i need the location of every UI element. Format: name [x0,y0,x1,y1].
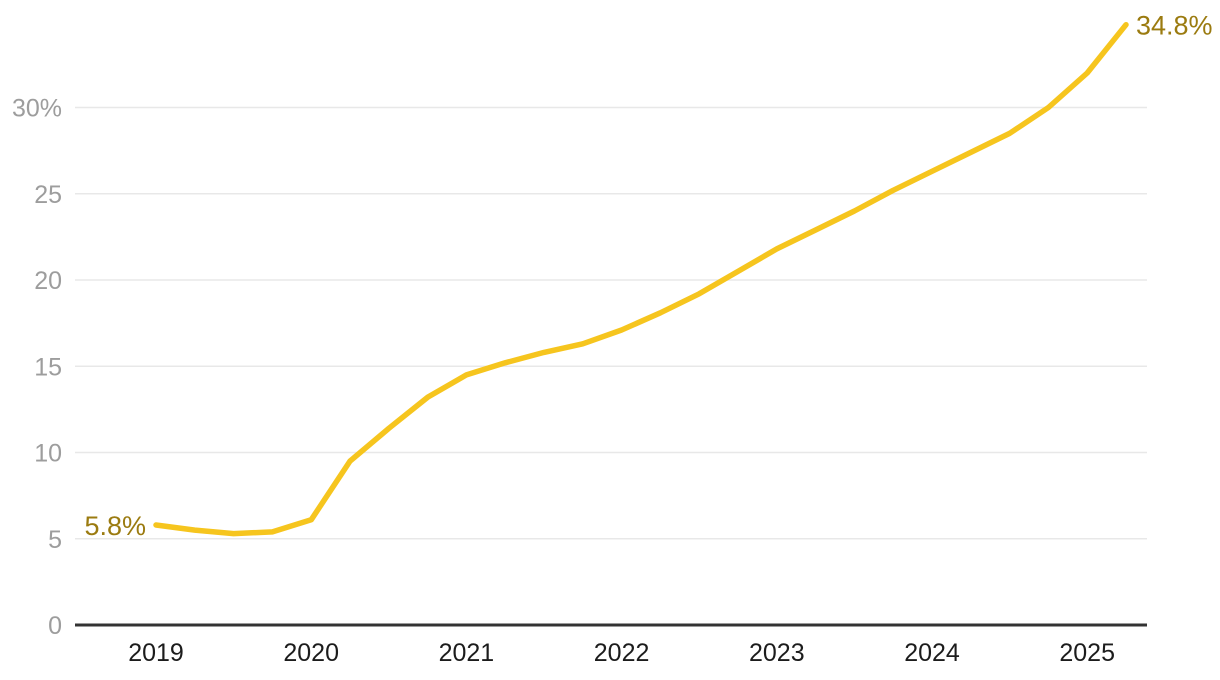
x-axis-tick-label: 2023 [749,639,805,667]
x-axis-tick-label: 2024 [904,639,960,667]
last-value-label: 34.8% [1136,11,1213,41]
y-axis-tick-label: 30% [12,95,62,123]
x-axis-tick-label: 2025 [1059,639,1115,667]
x-axis-tick-label: 2021 [439,639,495,667]
x-axis-tick-label: 2019 [128,639,184,667]
x-axis-tick-label: 2022 [594,639,650,667]
y-axis-tick-label: 10 [34,440,62,468]
y-axis-tick-label: 25 [34,181,62,209]
y-axis-tick-label: 0 [48,612,62,640]
x-axis-tick-label: 2020 [283,639,339,667]
first-value-label: 5.8% [84,511,146,541]
y-axis-tick-label: 20 [34,267,62,295]
data-line [153,21,1129,537]
y-axis-tick-label: 5 [48,526,62,554]
y-axis-tick-label: 15 [34,353,62,381]
